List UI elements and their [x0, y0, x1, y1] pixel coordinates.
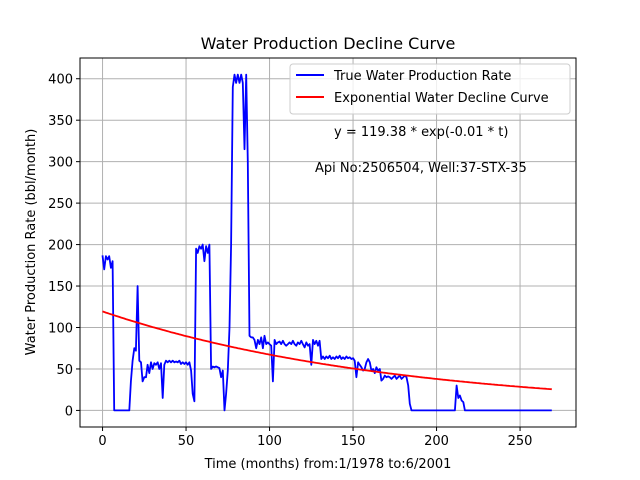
y-tick-label: 400: [48, 73, 73, 88]
y-tick-label: 250: [48, 197, 73, 212]
x-tick-label: 200: [424, 434, 449, 449]
x-axis-ticks: 0 50 100 150 200 250: [98, 427, 532, 449]
x-axis-label: Time (months) from:1/1978 to:6/2001: [204, 457, 452, 472]
y-axis-label: Water Production Rate (bbl/month): [24, 129, 39, 356]
y-tick-label: 100: [48, 321, 73, 336]
y-tick-label: 0: [65, 404, 73, 419]
x-tick-label: 150: [341, 434, 366, 449]
legend: True Water Production Rate Exponential W…: [289, 63, 571, 115]
series-layer: [101, 73, 552, 412]
y-tick-label: 350: [48, 114, 73, 129]
x-tick-label: 50: [178, 434, 195, 449]
plot-frame: [79, 57, 577, 428]
series-line-exponential-decline: [102, 310, 552, 391]
x-tick-label: 250: [508, 434, 533, 449]
series-line-true-water-production: [101, 73, 552, 412]
well-annotation: Api No:2506504, Well:37-STX-35: [315, 161, 527, 176]
y-tick-label: 150: [48, 280, 73, 295]
legend-label-decline-curve: Exponential Water Decline Curve: [334, 91, 549, 106]
chart-title: Water Production Decline Curve: [201, 34, 456, 53]
y-axis-ticks: 0 50 100 150 200 250 300 350 400: [48, 73, 80, 419]
legend-box: [289, 63, 571, 115]
legend-label-true-rate: True Water Production Rate: [333, 69, 511, 84]
y-tick-label: 200: [48, 239, 73, 254]
equation-annotation: y = 119.38 * exp(-0.01 * t): [334, 125, 508, 140]
y-tick-label: 300: [48, 156, 73, 171]
y-tick-label: 50: [56, 363, 73, 378]
x-tick-label: 0: [98, 434, 106, 449]
x-tick-label: 100: [257, 434, 282, 449]
